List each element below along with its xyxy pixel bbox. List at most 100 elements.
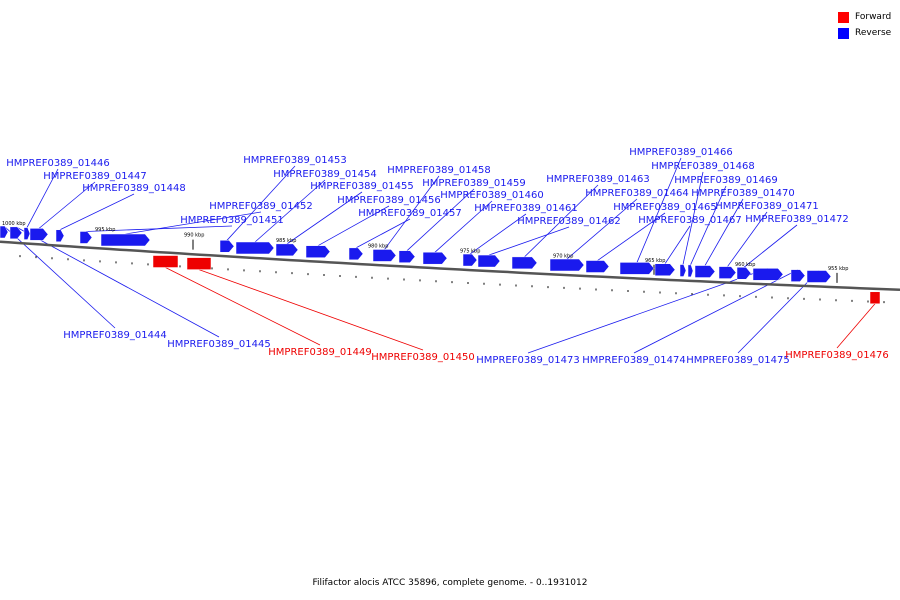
gene-HMPREF0389_01473[interactable] <box>752 268 784 281</box>
gene-HMPREF0389_01463[interactable] <box>511 256 538 270</box>
legend-forward-label: Forward <box>855 12 892 22</box>
gene-HMPREF0389_01447[interactable] <box>29 228 49 241</box>
gene-label[interactable]: HMPREF0389_01462 <box>517 216 620 227</box>
gene-HMPREF0389_01467[interactable] <box>654 263 676 276</box>
gene-leader-line <box>727 211 768 267</box>
gene-HMPREF0389_01470[interactable] <box>694 265 716 278</box>
legend: Forward Reverse <box>838 9 891 41</box>
gene-HMPREF0389_01448[interactable] <box>55 229 65 243</box>
gene-HMPREF0389_01472[interactable] <box>736 267 752 280</box>
scale-tick-label: 990 kbp <box>184 233 204 239</box>
scale-tick-label: 965 kbp <box>645 258 665 264</box>
gene-label[interactable]: HMPREF0389_01452 <box>209 201 312 212</box>
gene-leader-line <box>704 198 744 266</box>
gene-label[interactable]: HMPREF0389_01475 <box>686 355 789 366</box>
gene-leader-line <box>664 225 691 264</box>
gene-label[interactable]: HMPREF0389_01454 <box>273 169 376 180</box>
gene-HMPREF0389_01475[interactable] <box>806 270 832 283</box>
gene-label[interactable]: HMPREF0389_01470 <box>691 188 794 199</box>
gene-HMPREF0389_01461[interactable] <box>462 253 478 267</box>
gene-leader-line <box>226 165 296 241</box>
legend-reverse-label: Reverse <box>855 28 892 38</box>
gene-HMPREF0389_01455[interactable] <box>275 243 299 257</box>
gene-label[interactable]: HMPREF0389_01461 <box>474 203 577 214</box>
gene-leader-line <box>566 198 638 260</box>
gene-leader-line <box>406 188 475 251</box>
gene-HMPREF0389_01464[interactable] <box>549 258 585 272</box>
gene-HMPREF0389_01452[interactable] <box>100 233 151 247</box>
genome-backbone <box>0 240 900 292</box>
gene-HMPREF0389_01444[interactable] <box>0 225 9 239</box>
gene-HMPREF0389_01453[interactable] <box>219 240 235 253</box>
gene-HMPREF0389_01454[interactable] <box>235 241 275 255</box>
gene-label[interactable]: HMPREF0389_01455 <box>310 181 413 192</box>
gene-label[interactable]: HMPREF0389_01464 <box>585 188 688 199</box>
gene-label[interactable]: HMPREF0389_01458 <box>387 165 490 176</box>
gene-leader-line <box>836 303 876 349</box>
gene-HMPREF0389_01468[interactable] <box>679 264 687 277</box>
gene-HMPREF0389_01466[interactable] <box>619 262 655 275</box>
gene-label[interactable]: HMPREF0389_01451 <box>180 215 283 226</box>
gene-label[interactable]: HMPREF0389_01456 <box>337 195 440 206</box>
gene-label[interactable]: HMPREF0389_01450 <box>371 352 474 363</box>
gene-HMPREF0389_01471[interactable] <box>718 266 737 279</box>
gene-label[interactable]: HMPREF0389_01463 <box>546 174 649 185</box>
scale-tick-label: 955 kbp <box>828 266 848 272</box>
gene-label[interactable]: HMPREF0389_01460 <box>440 190 543 201</box>
gene-leader-line <box>743 224 798 268</box>
gene-label[interactable]: HMPREF0389_01468 <box>651 161 754 172</box>
gene-HMPREF0389_01474[interactable] <box>790 269 806 282</box>
gene-leader-line <box>690 185 727 266</box>
gene-HMPREF0389_01469[interactable] <box>687 264 694 278</box>
gene-leader-line <box>527 267 769 354</box>
gene-HMPREF0389_01449[interactable] <box>152 255 179 268</box>
gene-label[interactable]: HMPREF0389_01469 <box>674 175 777 186</box>
gene-label[interactable]: HMPREF0389_01465 <box>613 202 716 213</box>
gene-HMPREF0389_01458[interactable] <box>372 249 397 262</box>
gene-label[interactable]: HMPREF0389_01453 <box>243 155 346 166</box>
gene-leader-line <box>469 213 527 255</box>
gene-label[interactable]: HMPREF0389_01466 <box>629 147 732 158</box>
gene-label[interactable]: HMPREF0389_01445 <box>167 339 270 350</box>
gene-HMPREF0389_01462[interactable] <box>477 254 501 268</box>
gene-leader-line <box>38 181 96 229</box>
gene-label[interactable]: HMPREF0389_01459 <box>422 178 525 189</box>
gene-label[interactable]: HMPREF0389_01474 <box>582 355 685 366</box>
gene-HMPREF0389_01457[interactable] <box>348 247 364 261</box>
gene-label[interactable]: HMPREF0389_01448 <box>82 183 185 194</box>
gene-HMPREF0389_01451[interactable] <box>79 231 93 244</box>
gene-HMPREF0389_01460[interactable] <box>422 251 448 265</box>
legend-reverse: Reverse <box>838 25 891 41</box>
gene-leader-line <box>254 179 326 243</box>
gene-HMPREF0389_01445[interactable] <box>9 226 23 240</box>
scale-tick-label: 960 kbp <box>735 262 755 268</box>
gene-leader-line <box>384 175 440 250</box>
caption: Filifactor alocis ATCC 35896, complete g… <box>312 578 588 588</box>
gene-label[interactable]: HMPREF0389_01446 <box>6 158 109 169</box>
gene-label[interactable]: HMPREF0389_01472 <box>745 214 848 225</box>
gene-leader-line <box>286 191 363 245</box>
gene-HMPREF0389_01446[interactable] <box>23 227 31 240</box>
gene-label[interactable]: HMPREF0389_01467 <box>638 215 741 226</box>
reverse-swatch <box>838 27 849 39</box>
gene-leader-line <box>125 211 262 235</box>
gene-label[interactable]: HMPREF0389_01471 <box>715 201 818 212</box>
gene-label[interactable]: HMPREF0389_01457 <box>358 208 461 219</box>
gene-leader-line <box>737 270 820 354</box>
gene-label[interactable]: HMPREF0389_01473 <box>476 355 579 366</box>
gene-HMPREF0389_01456[interactable] <box>305 245 331 258</box>
gene-label[interactable]: HMPREF0389_01444 <box>63 330 166 341</box>
gene-leader-line <box>59 193 135 231</box>
gene-HMPREF0389_01465[interactable] <box>585 260 610 273</box>
scale-tick-label: 970 kbp <box>553 253 573 259</box>
gene-leader-line <box>317 205 390 247</box>
gene-leader-line <box>434 200 493 253</box>
gene-HMPREF0389_01459[interactable] <box>398 250 416 263</box>
gene-label[interactable]: HMPREF0389_01449 <box>268 347 371 358</box>
gene-label[interactable]: HMPREF0389_01447 <box>43 171 146 182</box>
gene-label[interactable]: HMPREF0389_01476 <box>785 350 888 361</box>
gene-HMPREF0389_01450[interactable] <box>186 257 212 270</box>
gene-HMPREF0389_01476[interactable] <box>869 291 881 305</box>
scale-tick-label: 985 kbp <box>276 238 296 244</box>
